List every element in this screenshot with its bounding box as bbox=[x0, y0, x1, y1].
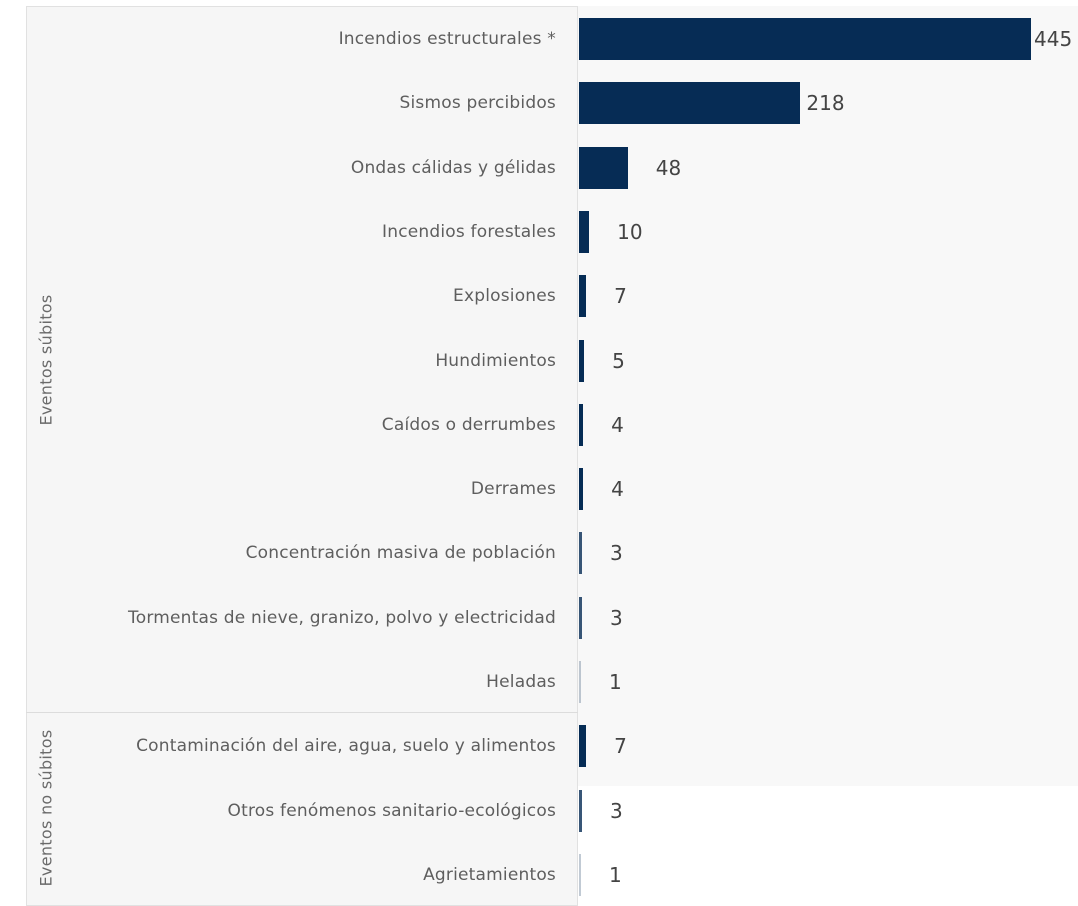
category-label: Sismos percibidos bbox=[399, 93, 556, 114]
value-label: 3 bbox=[610, 541, 623, 566]
bar bbox=[579, 18, 1031, 60]
value-label: 5 bbox=[612, 348, 625, 373]
bar bbox=[579, 661, 581, 703]
category-label: Agrietamientos bbox=[423, 864, 556, 885]
plot-area bbox=[578, 6, 1078, 786]
value-label: 3 bbox=[610, 798, 623, 823]
bar bbox=[579, 596, 583, 639]
bar bbox=[579, 468, 584, 511]
category-label: Derrames bbox=[470, 479, 556, 500]
value-label: 48 bbox=[655, 155, 682, 180]
group-label: Eventos no súbitos bbox=[36, 729, 56, 887]
value-label: 7 bbox=[614, 284, 627, 309]
category-label: Incendios estructurales * bbox=[338, 29, 556, 49]
bar bbox=[579, 339, 585, 382]
bar bbox=[579, 532, 583, 575]
value-label: 7 bbox=[614, 734, 627, 759]
value-label: 4 bbox=[611, 477, 624, 502]
category-panel bbox=[26, 6, 578, 906]
bar bbox=[579, 725, 587, 768]
category-label: Tormentas de nieve, granizo, polvo y ele… bbox=[128, 607, 556, 628]
group-divider bbox=[26, 712, 578, 713]
category-label: Contaminación del aire, agua, suelo y al… bbox=[136, 736, 556, 757]
category-label: Ondas cálidas y gélidas bbox=[350, 157, 556, 178]
value-label: 1 bbox=[609, 862, 622, 887]
category-label: Otros fenómenos sanitario-ecológicos bbox=[227, 800, 556, 821]
bar bbox=[579, 853, 581, 896]
category-label: Concentración masiva de población bbox=[245, 543, 556, 564]
category-label: Hundimientos bbox=[435, 350, 556, 371]
category-label: Caídos o derrumbes bbox=[381, 414, 556, 435]
bar bbox=[579, 403, 584, 446]
value-label: 445 bbox=[1034, 27, 1073, 51]
bar bbox=[579, 146, 628, 189]
group-label: Eventos súbitos bbox=[36, 294, 56, 426]
category-label: Explosiones bbox=[453, 286, 556, 307]
value-label: 4 bbox=[611, 412, 624, 437]
bar bbox=[579, 275, 587, 318]
value-label: 3 bbox=[610, 605, 623, 630]
bar bbox=[579, 82, 801, 125]
value-label: 218 bbox=[806, 91, 845, 116]
category-label: Incendios forestales bbox=[382, 221, 556, 242]
category-label: Heladas bbox=[486, 672, 556, 692]
value-label: 10 bbox=[617, 219, 643, 244]
bar bbox=[579, 210, 590, 253]
value-label: 1 bbox=[609, 670, 622, 694]
bar bbox=[579, 789, 583, 832]
